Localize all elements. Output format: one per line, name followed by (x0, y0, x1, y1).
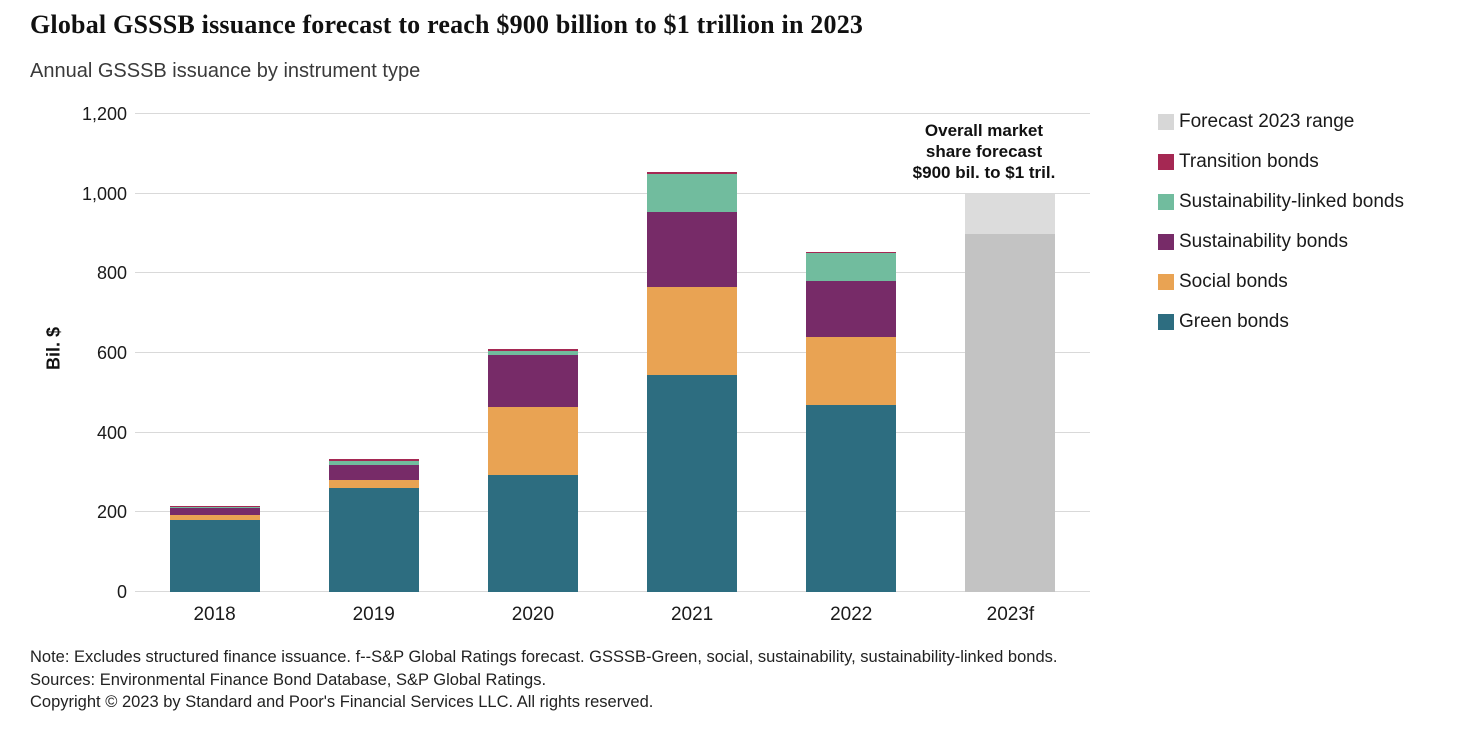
segment-social-bonds (806, 337, 897, 405)
legend-swatch-forecast-2023-range (1158, 114, 1174, 130)
segment-transition-bonds (487, 349, 578, 352)
segment-forecast-solid (965, 233, 1056, 592)
gridline-800 (135, 272, 1090, 274)
segment-sustainability-bonds (169, 507, 260, 516)
legend-swatch-transition-bonds (1158, 154, 1174, 170)
bar-2020 (453, 114, 612, 592)
legend-swatch-social-bonds (1158, 274, 1174, 290)
forecast-annotation-line-1: Overall market (924, 121, 1044, 140)
bar-2018 (135, 114, 294, 592)
y-tick-label-1200: 1,200 (81, 104, 127, 124)
segment-social-bonds (328, 480, 419, 489)
bar-2019 (294, 114, 453, 592)
segment-sustainability-bonds (647, 211, 738, 288)
y-tick-label-600: 600 (96, 343, 127, 363)
segment-social-bonds (487, 406, 578, 475)
legend-swatch-sustainability-bonds (1158, 234, 1174, 250)
segment-sustainability-linked-bonds (647, 173, 738, 212)
forecast-annotation: Overall market share forecast $900 bil. to… (874, 120, 1094, 183)
segment-transition-bonds (328, 459, 419, 461)
y-tick-label-400: 400 (96, 422, 127, 443)
gridline-200 (135, 511, 1090, 513)
x-tick-label-2018: 2018 (193, 604, 236, 625)
legend: Forecast 2023 range Transition bonds Susta… (1158, 111, 1404, 351)
forecast-annotation-line-3: $900 bil. to $1 tril. (912, 163, 1056, 182)
segment-transition-bonds (647, 171, 738, 174)
segment-sustainability-bonds (806, 281, 897, 338)
x-axis-labels: 2018 2019 2020 2021 2022 2023f (135, 604, 1090, 630)
legend-item-transition-bonds: Transition bonds (1158, 151, 1404, 173)
x-tick-label-2019: 2019 (352, 604, 395, 625)
y-tick-label-0: 0 (116, 582, 127, 602)
y-tick-label-200: 200 (96, 502, 127, 523)
segment-green-bonds (169, 520, 260, 592)
segment-sustainability-linked-bonds (328, 460, 419, 465)
segment-sustainability-bonds (328, 464, 419, 481)
legend-label-green-bonds: Green bonds (1179, 311, 1289, 332)
legend-label-sustainability-linked-bonds: Sustainability-linked bonds (1179, 191, 1404, 212)
plot-area: Overall market share forecast $900 bil. to… (135, 113, 1090, 592)
legend-item-green-bonds: Green bonds (1158, 311, 1404, 333)
legend-swatch-sustainability-linked-bonds (1158, 194, 1174, 210)
segment-sustainability-linked-bonds (806, 253, 897, 282)
legend-swatch-green-bonds (1158, 314, 1174, 330)
segment-sustainability-linked-bonds (487, 351, 578, 355)
segment-forecast-range (965, 193, 1056, 234)
segment-social-bonds (647, 287, 738, 375)
segment-transition-bonds (169, 506, 260, 508)
gridline-0 (135, 591, 1090, 592)
segment-social-bonds (169, 515, 260, 521)
legend-label-transition-bonds: Transition bonds (1179, 151, 1319, 172)
gridline-1200 (135, 113, 1090, 114)
x-tick-label-2023f: 2023f (986, 604, 1035, 625)
bar-2022 (772, 114, 931, 592)
legend-label-sustainability-bonds: Sustainability bonds (1179, 231, 1348, 252)
segment-green-bonds (647, 374, 738, 592)
segment-transition-bonds (806, 252, 897, 254)
footer-notes: Note: Excludes structured finance issuan… (30, 646, 1057, 714)
y-axis: 0 200 400 600 800 1,000 1,200 (55, 104, 127, 602)
gridline-1000 (135, 192, 1090, 194)
copyright-line: Copyright © 2023 by Standard and Poor's … (30, 693, 654, 711)
x-tick-label-2022: 2022 (830, 604, 873, 625)
legend-label-social-bonds: Social bonds (1179, 271, 1288, 292)
forecast-annotation-line-2: share forecast (925, 142, 1043, 161)
legend-item-social-bonds: Social bonds (1158, 271, 1404, 293)
legend-item-sustainability-bonds: Sustainability bonds (1158, 231, 1404, 253)
gridline-600 (135, 352, 1090, 353)
y-tick-label-800: 800 (96, 263, 127, 284)
gridline-400 (135, 431, 1090, 433)
segment-green-bonds (487, 474, 578, 592)
bar-2023f (931, 114, 1090, 592)
segment-green-bonds (328, 488, 419, 592)
sources-line: Sources: Environmental Finance Bond Data… (30, 670, 547, 689)
chart-subtitle: Annual GSSSB issuance by instrument type (30, 60, 421, 82)
legend-label-forecast-2023-range: Forecast 2023 range (1179, 111, 1355, 132)
segment-green-bonds (806, 404, 897, 592)
bar-2021 (613, 114, 772, 592)
x-tick-label-2020: 2020 (511, 604, 555, 625)
legend-item-forecast-2023-range: Forecast 2023 range (1158, 111, 1404, 133)
segment-sustainability-linked-bonds (169, 507, 260, 508)
x-tick-label-2021: 2021 (670, 604, 714, 625)
legend-item-sustainability-linked-bonds: Sustainability-linked bonds (1158, 191, 1404, 213)
y-tick-label-1000: 1,000 (81, 183, 127, 204)
note-line: Note: Excludes structured finance issuan… (30, 648, 1058, 666)
chart-title: Global GSSSB issuance forecast to reach … (30, 10, 864, 39)
segment-sustainability-bonds (487, 355, 578, 407)
